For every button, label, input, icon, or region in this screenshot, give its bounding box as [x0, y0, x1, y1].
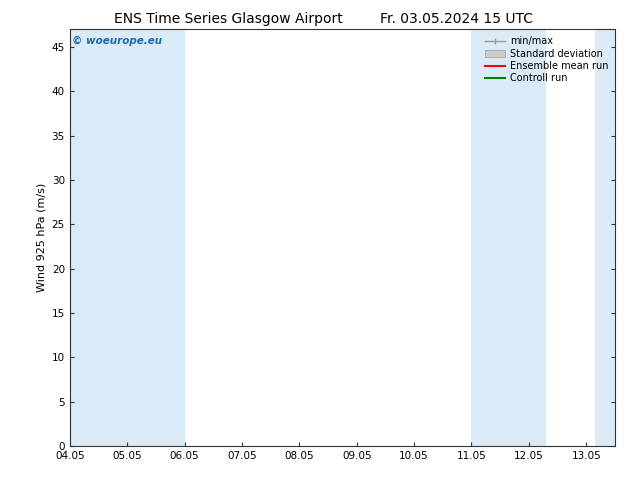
Text: Fr. 03.05.2024 15 UTC: Fr. 03.05.2024 15 UTC [380, 12, 533, 26]
Y-axis label: Wind 925 hPa (m/s): Wind 925 hPa (m/s) [36, 183, 46, 292]
Bar [70, 29, 127, 446]
Text: ENS Time Series Glasgow Airport: ENS Time Series Glasgow Airport [114, 12, 342, 26]
Bar [472, 29, 500, 446]
Bar [500, 29, 546, 446]
Text: © woeurope.eu: © woeurope.eu [72, 36, 162, 46]
Bar [595, 29, 615, 446]
Bar [127, 29, 184, 446]
Legend: min/max, Standard deviation, Ensemble mean run, Controll run: min/max, Standard deviation, Ensemble me… [483, 34, 610, 85]
